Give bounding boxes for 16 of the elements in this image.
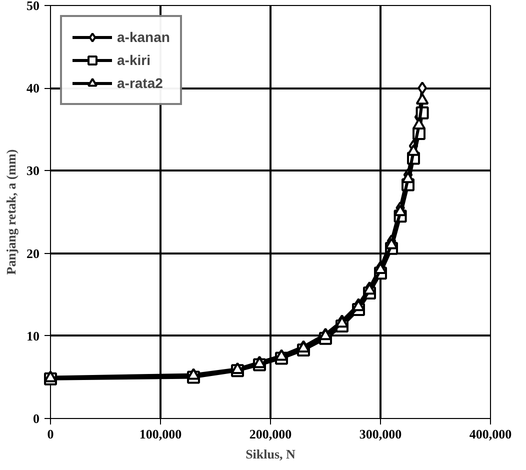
x-tick-label: 300,000: [359, 426, 402, 442]
legend-label: a-rata2: [117, 75, 163, 91]
x-axis-title: Siklus, N: [246, 446, 296, 462]
x-tick-label: 0: [47, 426, 54, 442]
y-tick-label: 0: [33, 411, 40, 426]
x-tick-label: 400,000: [469, 426, 512, 442]
y-tick-label: 40: [26, 80, 40, 96]
y-tick-label: 10: [26, 328, 40, 344]
x-tick-label: 200,000: [249, 426, 292, 442]
y-tick-label: 20: [26, 246, 40, 261]
y-axis-title: Panjang retak, a (mm): [4, 149, 18, 275]
y-tick-label: 30: [26, 163, 40, 178]
legend-label: a-kanan: [117, 29, 170, 45]
legend-label: a-kiri: [117, 52, 150, 68]
x-tick-label: 100,000: [139, 426, 182, 442]
y-tick-label: 50: [26, 0, 40, 13]
